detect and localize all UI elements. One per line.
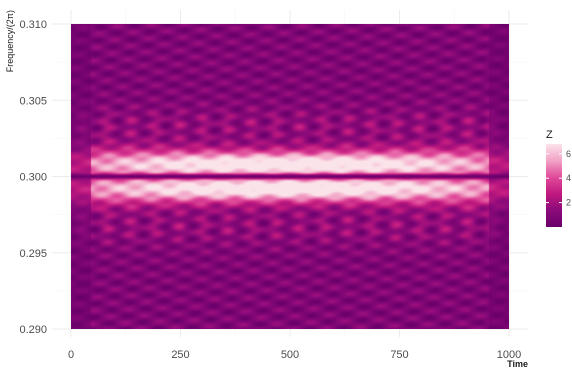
y-tick-label: 0.295 [19, 248, 47, 260]
x-axis-ticks: 0 250 500 750 1000 [68, 349, 521, 361]
x-tick-label: 1000 [497, 349, 521, 361]
y-axis-title: Frequency/(2π) [5, 10, 15, 72]
legend-title: Z [546, 129, 553, 141]
legend-colorbar [546, 144, 562, 227]
x-axis-title: Time [507, 359, 528, 369]
legend-ticks: 2 4 6 [546, 149, 571, 208]
heatmap-raster [71, 24, 509, 329]
x-tick-label: 0 [68, 349, 74, 361]
y-tick-label: 0.305 [19, 95, 47, 107]
legend-tick-label: 4 [566, 173, 571, 183]
y-tick-label: 0.300 [19, 172, 47, 184]
x-tick-label: 500 [281, 349, 299, 361]
legend-tick-label: 6 [566, 149, 571, 159]
x-tick-label: 750 [390, 349, 408, 361]
y-tick-label: 0.310 [19, 19, 47, 31]
y-tick-label: 0.290 [19, 324, 47, 336]
legend-tick-label: 2 [566, 198, 571, 208]
colorbar-legend: Z 2 4 6 [546, 129, 571, 227]
x-tick-label: 250 [171, 349, 189, 361]
y-axis-ticks: 0.290 0.295 0.300 0.305 0.310 [19, 19, 47, 336]
